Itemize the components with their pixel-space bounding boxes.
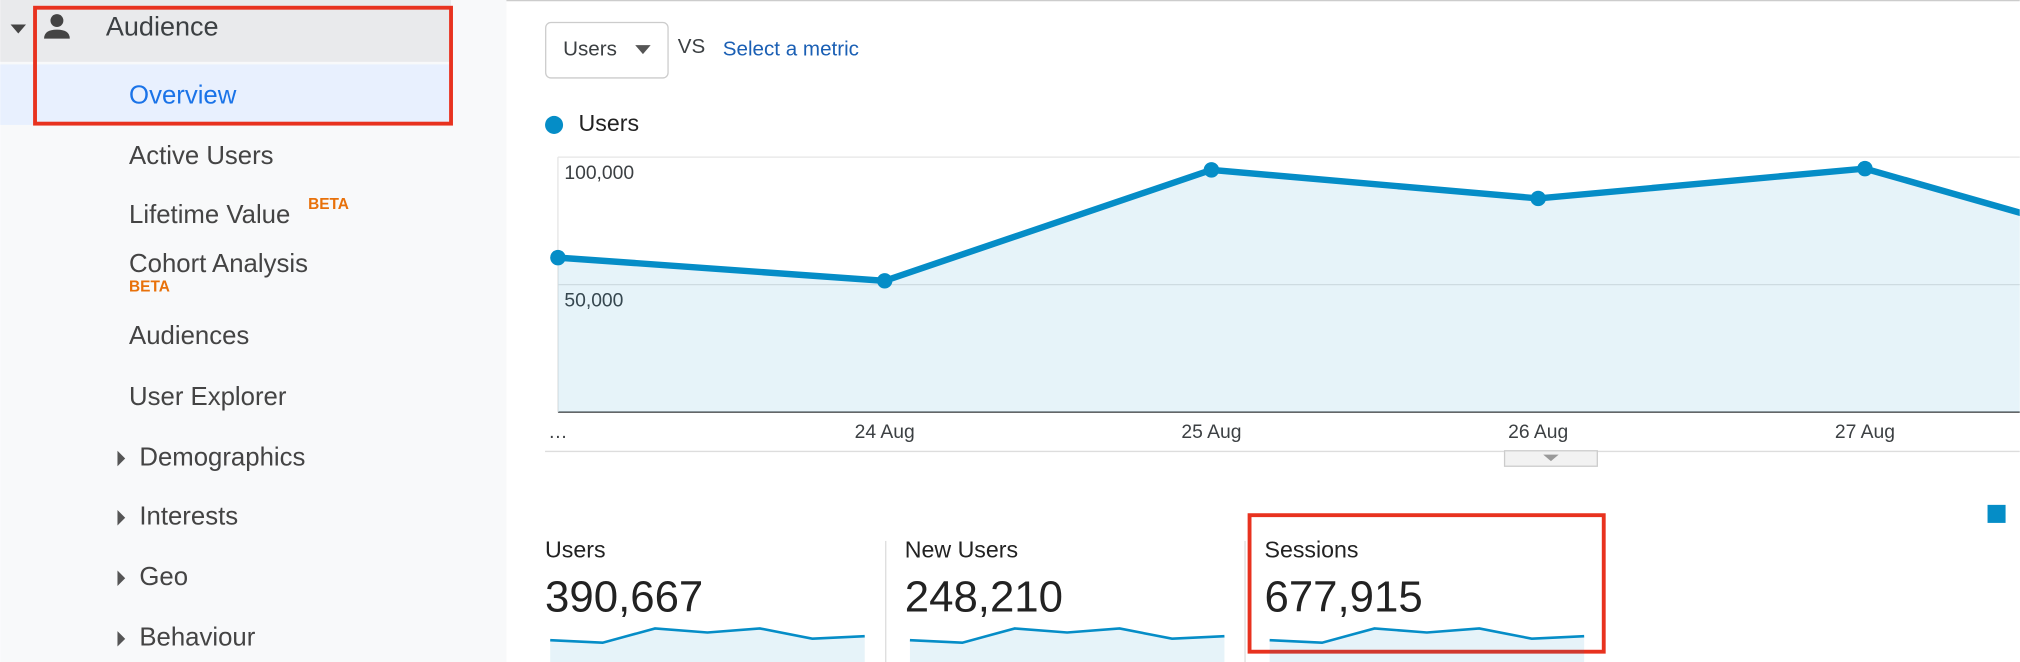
highlight-box	[1247, 513, 1606, 654]
scorecard-value: 248,210	[905, 573, 1063, 622]
nav-item[interactable]: Cohort Analysis	[129, 250, 308, 278]
nav-item[interactable]: Behaviour	[139, 624, 255, 652]
x-tick-label: …	[548, 422, 567, 443]
point	[876, 273, 893, 289]
point	[550, 249, 566, 266]
scorecard-value: 677,915	[1264, 573, 1422, 622]
selected-row[interactable]	[0, 64, 452, 125]
expand-arrow[interactable]	[117, 570, 126, 587]
highlight-box	[33, 5, 453, 126]
expand-arrow[interactable]	[117, 450, 126, 467]
y-tick-label: 100,000	[564, 163, 634, 184]
nav-item[interactable]: Active Users	[129, 142, 274, 170]
scorecard-label: Users	[545, 536, 606, 562]
chart-toggle-arrow[interactable]	[1543, 454, 1559, 462]
vs-label: VS	[678, 35, 705, 58]
x-tick-label: 27 Aug	[1835, 422, 1895, 443]
nav-item[interactable]: User Explorer	[129, 383, 287, 411]
expand-arrow[interactable]	[117, 510, 126, 526]
nav-item[interactable]: Demographics	[139, 443, 305, 471]
expand-arrow[interactable]	[117, 631, 126, 647]
legend-label: Users	[579, 110, 640, 136]
plot	[550, 160, 2020, 413]
person-icon	[50, 14, 64, 28]
select-metric-link[interactable]: Select a metric	[723, 38, 859, 61]
sparkline	[909, 627, 1225, 644]
sparkline	[1269, 627, 1585, 644]
point	[1530, 190, 1546, 207]
beta-badge: BETA	[308, 196, 349, 213]
x-tick-label: 25 Aug	[1181, 422, 1241, 443]
point	[1203, 162, 1220, 178]
beta-badge: BETA	[129, 278, 170, 295]
nav-item[interactable]: Interests	[139, 503, 238, 531]
collapse-arrow[interactable]	[10, 24, 27, 34]
x-tick-label: 26 Aug	[1508, 422, 1568, 443]
area	[557, 168, 2020, 413]
dropdown-arrow[interactable]	[635, 45, 651, 55]
person-icon	[44, 29, 70, 39]
nav-item[interactable]: Audiences	[129, 322, 249, 350]
metric-dropdown[interactable]	[545, 21, 669, 79]
metric-dropdown-label[interactable]: Users	[563, 38, 617, 61]
section-row[interactable]	[0, 0, 452, 62]
nav-item[interactable]: Overview	[129, 81, 237, 109]
nav-item[interactable]: Geo	[139, 563, 188, 591]
point	[1857, 160, 1873, 177]
section-label[interactable]: Audience	[106, 11, 219, 41]
sparkline	[550, 627, 865, 644]
scorecard-value: 390,667	[545, 573, 703, 622]
legend-swatch	[1987, 504, 2006, 523]
nav-item[interactable]: Lifetime Value	[129, 201, 290, 229]
y-tick-label: 50,000	[564, 290, 623, 311]
scorecard-label: Sessions	[1264, 536, 1358, 562]
x-tick-label: 24 Aug	[855, 422, 915, 443]
line	[557, 165, 2020, 285]
scorecard-label: New Users	[905, 536, 1018, 562]
legend-dot	[545, 115, 564, 134]
